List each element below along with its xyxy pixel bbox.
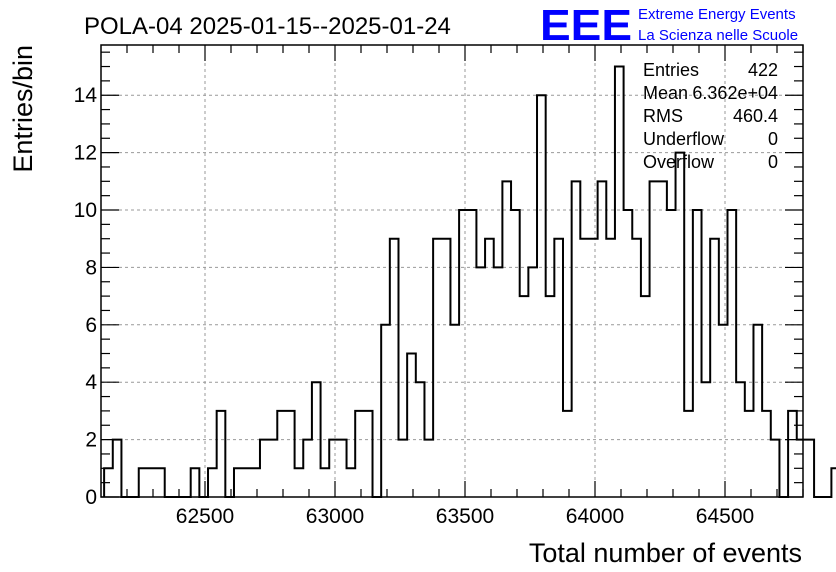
stats-value-overflow: 0: [768, 152, 778, 172]
logo-line-1: Extreme Energy Events: [638, 6, 796, 23]
y-tick-label-6: 12: [74, 142, 97, 165]
axes: 62500 63000 63500 64000 64500 0 2 4 6 8 10 12 14: [74, 45, 804, 528]
stats-label-rms: RMS: [643, 106, 683, 126]
stats-label-overflow: Overflow: [643, 152, 715, 172]
chart-title: POLA-04 2025-01-15--2025-01-24: [84, 13, 451, 40]
plot-frame: [100, 44, 804, 498]
stats-value-entries: 422: [748, 60, 778, 80]
y-axis-label: Entries/bin: [8, 45, 38, 173]
y-tick-label-4: 8: [85, 256, 97, 279]
x-tick-label-3: 64000: [566, 505, 624, 528]
y-tick-label-5: 10: [74, 199, 97, 222]
x-tick-label-2: 63500: [436, 505, 494, 528]
histogram-series: [103, 65, 836, 498]
x-tick-label-1: 63000: [306, 505, 364, 528]
x-tick-label-0: 62500: [176, 505, 234, 528]
x-tick-label-4: 64500: [696, 505, 754, 528]
stats-box: Entries 422 Mean 6.362e+04 RMS 460.4 Und…: [643, 60, 778, 172]
y-tick-label-7: 14: [74, 84, 98, 107]
stats-label-mean: Mean: [643, 83, 688, 103]
stats-value-mean: 6.362e+04: [692, 83, 778, 103]
y-tick-label-1: 2: [85, 429, 97, 452]
y-tick-label-2: 4: [85, 371, 97, 394]
grid: [101, 45, 803, 497]
x-axis-label: Total number of events: [529, 538, 802, 568]
logo-mark: EEE: [540, 1, 632, 50]
eee-logo: EEE Extreme Energy Events La Scienza nel…: [540, 1, 798, 50]
y-tick-label-0: 0: [85, 486, 97, 509]
stats-label-entries: Entries: [643, 60, 699, 80]
stats-value-underflow: 0: [768, 129, 778, 149]
logo-line-2: La Scienza nelle Scuole: [638, 27, 798, 44]
stats-label-underflow: Underflow: [643, 129, 725, 149]
stats-value-rms: 460.4: [733, 106, 778, 126]
y-tick-label-3: 6: [85, 314, 97, 337]
